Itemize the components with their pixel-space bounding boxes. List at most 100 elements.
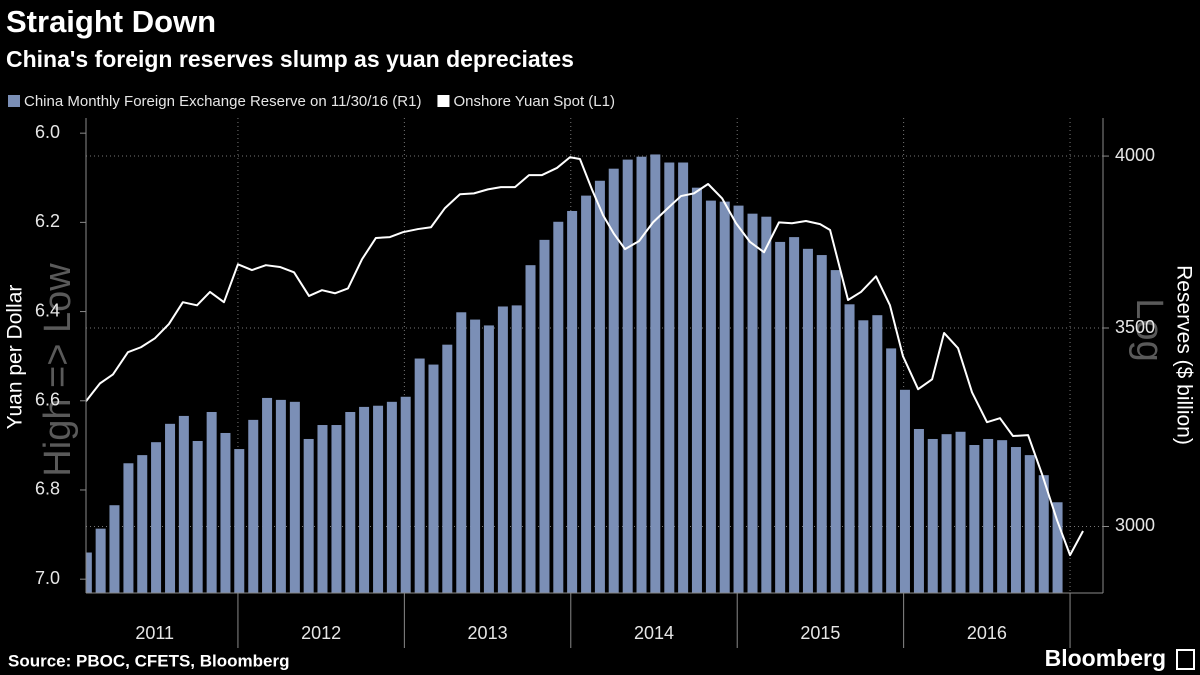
bar	[109, 505, 120, 593]
bar	[1038, 475, 1049, 593]
y-tick-label: 6.6	[35, 390, 60, 410]
bar	[234, 449, 245, 593]
bar	[719, 201, 730, 593]
bar	[151, 442, 162, 593]
y2-tick-label: 4000	[1115, 145, 1155, 165]
grid-layer	[86, 118, 1103, 593]
bar	[1024, 455, 1035, 593]
bar	[927, 438, 938, 593]
title: Straight Down	[6, 4, 216, 39]
brand-icon	[1176, 649, 1195, 670]
bar	[581, 195, 592, 593]
y2-axis-label: Reserves ($ billion)	[1172, 265, 1195, 445]
bar	[178, 415, 189, 593]
bar	[539, 239, 550, 593]
bar	[511, 305, 522, 593]
bar	[317, 425, 328, 593]
bar	[1010, 447, 1021, 593]
x-tick-label: 2014	[634, 623, 674, 643]
bar	[886, 348, 897, 593]
bar	[289, 401, 300, 593]
bar	[997, 440, 1008, 593]
subtitle: China's foreign reserves slump as yuan d…	[6, 46, 574, 72]
bar	[830, 270, 841, 593]
bar	[969, 445, 980, 593]
bar	[802, 248, 813, 593]
bar	[844, 304, 855, 593]
bar	[470, 319, 481, 593]
bar	[442, 344, 453, 593]
bar	[858, 320, 869, 593]
line	[86, 156, 1084, 557]
bar	[303, 438, 314, 593]
bar	[359, 406, 370, 593]
bar	[913, 428, 924, 593]
bar	[1052, 502, 1063, 593]
bar	[747, 213, 758, 593]
x-tick-label: 2015	[800, 623, 840, 643]
bar	[206, 411, 217, 593]
bar	[941, 434, 952, 593]
bar	[983, 438, 994, 593]
bar	[497, 306, 508, 593]
y2-tick-label: 3000	[1115, 515, 1155, 535]
bar	[123, 463, 134, 593]
x-tick-label: 2016	[967, 623, 1007, 643]
bar	[525, 265, 536, 593]
bar	[650, 154, 661, 593]
bar	[816, 255, 827, 593]
bar	[428, 364, 439, 593]
bar	[608, 168, 619, 593]
bar	[733, 205, 744, 593]
bar	[636, 156, 647, 593]
bar	[331, 425, 342, 593]
bar	[86, 552, 92, 593]
bar	[775, 241, 786, 593]
y2-annotation: Log	[1128, 298, 1170, 361]
x-tick-label: 2011	[135, 623, 174, 643]
x-tick-label: 2012	[301, 623, 341, 643]
bar	[95, 528, 106, 593]
y-tick-label: 6.8	[35, 479, 60, 499]
y-tick-label: 6.0	[35, 122, 60, 142]
bar	[483, 325, 494, 593]
y-tick-label: 6.2	[35, 211, 60, 231]
bar	[275, 399, 286, 593]
bar	[248, 419, 259, 593]
y-tick-label: 7.0	[35, 568, 60, 588]
legend-label: China Monthly Foreign Exchange Reserve o…	[24, 93, 421, 110]
bar	[192, 440, 203, 593]
legend-swatch	[437, 95, 450, 107]
axes-layer: 6.0 6.2 6.4 6.6 6.8 7.0 3000 3500 4000 2011 2012 20…	[8, 93, 1155, 648]
bar	[220, 432, 231, 593]
bar	[664, 162, 675, 593]
bar	[414, 358, 425, 593]
bar	[345, 411, 356, 593]
bar	[165, 423, 176, 593]
bar	[400, 396, 411, 593]
y-tick-label: 6.4	[35, 300, 60, 320]
marks-layer	[86, 154, 1084, 593]
legend-swatch	[8, 95, 20, 107]
bar	[705, 200, 716, 593]
brand: Bloomberg	[1045, 645, 1166, 671]
x-tick-label: 2013	[468, 623, 508, 643]
bar	[386, 401, 397, 593]
legend-label: Onshore Yuan Spot (L1)	[453, 93, 615, 110]
bar	[899, 389, 910, 593]
bar	[761, 216, 772, 593]
bar	[955, 431, 966, 593]
y2-tick-label: 3500	[1115, 317, 1155, 337]
bar	[456, 312, 467, 593]
source: Source: PBOC, CFETS, Bloomberg	[8, 651, 289, 670]
bar	[567, 210, 578, 593]
bar	[594, 180, 605, 593]
bar	[373, 405, 384, 593]
bar	[137, 455, 148, 593]
y-axis-label: Yuan per Dollar	[4, 285, 27, 430]
bar	[789, 237, 800, 593]
bar	[872, 315, 883, 593]
bar	[553, 221, 564, 593]
